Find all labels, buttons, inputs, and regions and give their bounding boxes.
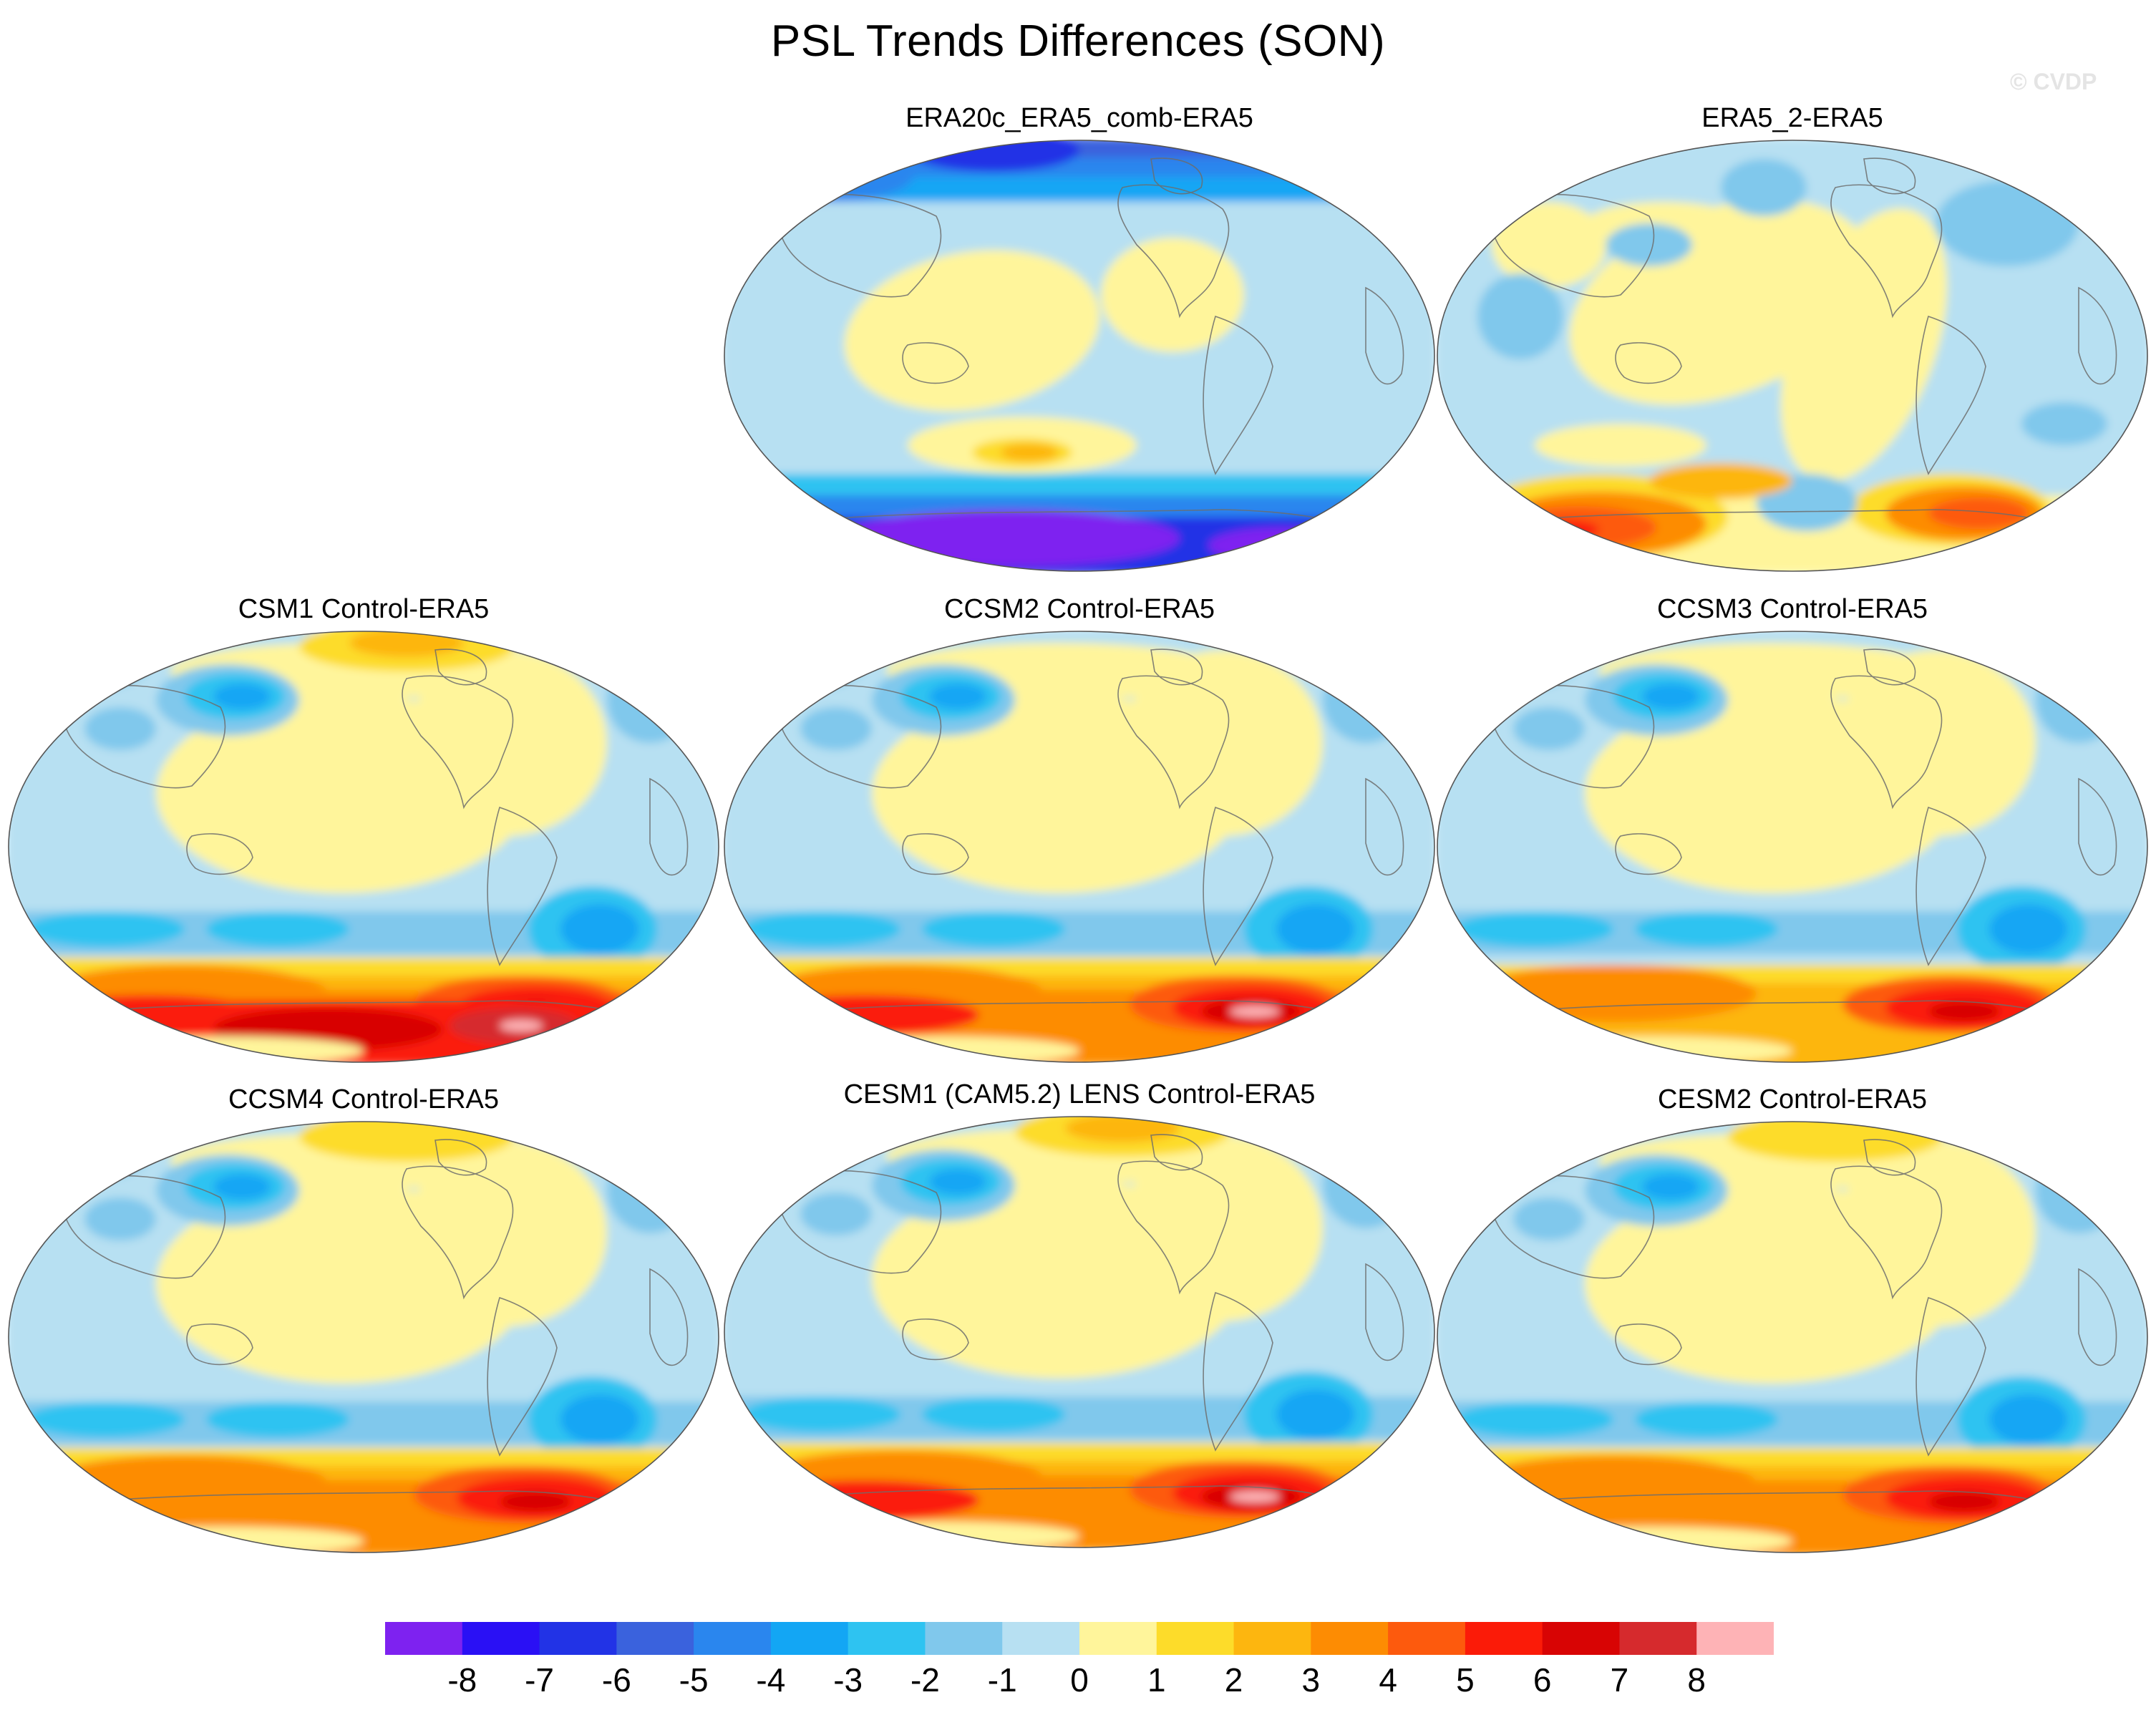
panel-csm1: CSM1 Control-ERA5 bbox=[6, 594, 722, 1095]
colorbar-tick-label: -7 bbox=[525, 1661, 554, 1699]
colorbar-tick-label: -8 bbox=[447, 1661, 477, 1699]
colorbar-tick-label: 6 bbox=[1533, 1661, 1552, 1699]
panel-title: ERA5_2-ERA5 bbox=[1701, 103, 1883, 133]
colorbar-swatch bbox=[1542, 1622, 1620, 1655]
colorbar-swatch bbox=[616, 1622, 694, 1655]
panel-title: CESM2 Control-ERA5 bbox=[1658, 1084, 1927, 1114]
colorbar bbox=[385, 1622, 1774, 1655]
panel-ccsm2: CCSM2 Control-ERA5 bbox=[722, 594, 1437, 1095]
colorbar-swatch bbox=[1233, 1622, 1311, 1655]
colorbar-swatch bbox=[925, 1622, 1003, 1655]
panel-cesm1: CESM1 (CAM5.2) LENS Control-ERA5 bbox=[722, 1079, 1437, 1580]
colorbar-swatch bbox=[1388, 1622, 1466, 1655]
map-csm1 bbox=[8, 631, 719, 1063]
colorbar-tick-label: 5 bbox=[1456, 1661, 1475, 1699]
panel-title: CESM1 (CAM5.2) LENS Control-ERA5 bbox=[843, 1079, 1316, 1109]
figure-title: PSL Trends Differences (SON) bbox=[770, 16, 1386, 66]
colorbar-swatch bbox=[1696, 1622, 1774, 1655]
colorbar-tick-label: 2 bbox=[1224, 1661, 1243, 1699]
colorbar-tick-label: 0 bbox=[1070, 1661, 1089, 1699]
panel-title: CCSM3 Control-ERA5 bbox=[1657, 594, 1928, 624]
colorbar-swatch bbox=[1465, 1622, 1543, 1655]
colorbar-swatch bbox=[1156, 1622, 1235, 1655]
watermark: © CVDP bbox=[2010, 69, 2097, 94]
panel-title: CCSM2 Control-ERA5 bbox=[944, 594, 1215, 624]
colorbar-swatch bbox=[770, 1622, 849, 1655]
colorbar-tick-label: -4 bbox=[756, 1661, 786, 1699]
colorbar-swatch bbox=[1002, 1622, 1080, 1655]
panel-title: CSM1 Control-ERA5 bbox=[238, 594, 490, 624]
panel-title: ERA20c_ERA5_comb-ERA5 bbox=[905, 103, 1253, 133]
colorbar-swatch bbox=[539, 1622, 617, 1655]
map-ccsm3 bbox=[1437, 631, 2148, 1063]
colorbar-tick-label: -6 bbox=[601, 1661, 631, 1699]
map-cesm2 bbox=[1437, 1121, 2148, 1553]
colorbar-swatch bbox=[694, 1622, 772, 1655]
colorbar-tick-label: -1 bbox=[987, 1661, 1017, 1699]
colorbar-tick-label: 8 bbox=[1687, 1661, 1706, 1699]
colorbar-tick-label: 1 bbox=[1147, 1661, 1166, 1699]
panel-era20c: ERA20c_ERA5_comb-ERA5 bbox=[722, 103, 1437, 604]
colorbar-swatch bbox=[1079, 1622, 1157, 1655]
colorbar-swatch bbox=[462, 1622, 540, 1655]
map-era5-2 bbox=[1437, 140, 2148, 572]
map-ccsm2 bbox=[724, 631, 1435, 1063]
colorbar-tick-label: 4 bbox=[1379, 1661, 1397, 1699]
panel-title: CCSM4 Control-ERA5 bbox=[228, 1084, 499, 1114]
colorbar-tick-label: -5 bbox=[679, 1661, 709, 1699]
colorbar-swatch bbox=[385, 1622, 463, 1655]
colorbar-tick-label: -2 bbox=[910, 1661, 940, 1699]
panel-cesm2: CESM2 Control-ERA5 bbox=[1434, 1084, 2150, 1585]
panel-era5-2: ERA5_2-ERA5 bbox=[1434, 103, 2150, 604]
colorbar-swatch bbox=[1311, 1622, 1389, 1655]
colorbar-tick-label: 7 bbox=[1610, 1661, 1629, 1699]
map-ccsm4 bbox=[8, 1121, 719, 1553]
map-era20c bbox=[724, 140, 1435, 572]
panel-ccsm4: CCSM4 Control-ERA5 bbox=[6, 1084, 722, 1585]
colorbar-swatch bbox=[848, 1622, 926, 1655]
colorbar-tick-label: -3 bbox=[833, 1661, 863, 1699]
map-cesm1 bbox=[724, 1116, 1435, 1548]
colorbar-swatch bbox=[1619, 1622, 1697, 1655]
panel-ccsm3: CCSM3 Control-ERA5 bbox=[1434, 594, 2150, 1095]
colorbar-tick-label: 3 bbox=[1301, 1661, 1321, 1699]
